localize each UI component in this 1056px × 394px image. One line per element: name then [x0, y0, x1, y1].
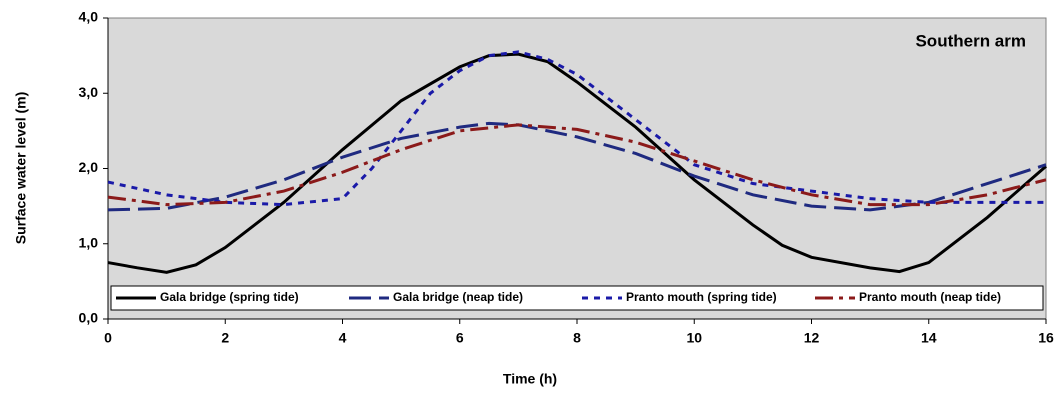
legend-label: Pranto mouth (neap tide)	[859, 290, 1001, 304]
x-tick-label: 6	[456, 330, 464, 346]
x-tick-label: 0	[104, 330, 112, 346]
plot-area	[108, 18, 1046, 319]
annotation: Southern arm	[915, 31, 1026, 50]
y-tick-label: 4,0	[79, 9, 99, 25]
y-tick-label: 2,0	[79, 159, 99, 175]
y-tick-label: 0,0	[79, 310, 99, 326]
x-axis-label: Time (h)	[503, 371, 557, 387]
x-tick-label: 10	[686, 330, 702, 346]
legend-label: Gala bridge (neap tide)	[393, 290, 523, 304]
x-tick-label: 4	[339, 330, 347, 346]
x-tick-label: 12	[804, 330, 820, 346]
y-tick-label: 3,0	[79, 84, 99, 100]
x-tick-label: 14	[921, 330, 937, 346]
legend-label: Gala bridge (spring tide)	[160, 290, 299, 304]
legend-label: Pranto mouth (spring tide)	[626, 290, 777, 304]
y-tick-label: 1,0	[79, 234, 99, 250]
x-tick-label: 16	[1038, 330, 1054, 346]
chart: Time (h) Surface water level (m) 0,0 1,0 2…	[0, 0, 1056, 389]
x-tick-label: 8	[573, 330, 581, 346]
x-tick-label: 2	[221, 330, 229, 346]
y-axis-label: Surface water level (m)	[13, 92, 29, 245]
